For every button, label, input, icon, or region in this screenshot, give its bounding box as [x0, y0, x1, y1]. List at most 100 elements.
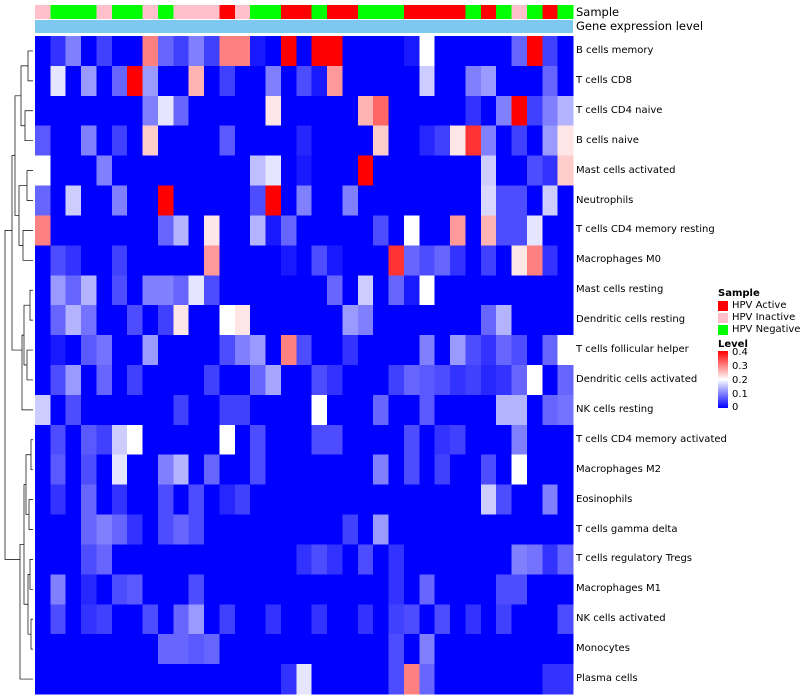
heatmap-cell	[496, 155, 513, 187]
heatmap-cell	[204, 155, 220, 187]
heatmap-cell	[526, 544, 543, 575]
heatmap-cell	[434, 185, 451, 216]
heatmap-cell	[250, 65, 267, 97]
level-legend-title: Level	[718, 339, 748, 350]
heatmap-cell	[50, 604, 67, 635]
heatmap-cell	[250, 394, 267, 426]
heatmap-cell	[357, 634, 374, 665]
heatmap-cell	[403, 664, 420, 695]
heatmap-cell	[480, 36, 497, 67]
heatmap-cell	[142, 65, 159, 97]
heatmap-cell	[542, 335, 559, 366]
heatmap-cell	[296, 604, 313, 635]
heatmap-cell	[65, 125, 82, 157]
heatmap-cell	[403, 424, 420, 456]
heatmap-cell	[342, 215, 359, 246]
heatmap-cell	[480, 394, 497, 426]
heatmap-cell	[526, 185, 543, 216]
heatmap-cell	[234, 424, 251, 456]
heatmap-cell	[280, 454, 297, 486]
heatmap-cell	[35, 424, 51, 456]
heatmap-cell	[96, 604, 113, 635]
heatmap-cell	[450, 65, 466, 97]
heatmap-cell	[50, 454, 67, 486]
heatmap-cell	[496, 335, 513, 366]
sample-legend-title: Sample	[718, 288, 760, 299]
heatmap-cell	[111, 65, 128, 97]
heatmap-cell	[142, 36, 159, 67]
heatmap-cell	[450, 305, 466, 336]
heatmap-cell	[127, 664, 144, 695]
heatmap-cell	[188, 125, 205, 157]
sample-annotation-cell	[465, 5, 482, 19]
heatmap-cell	[188, 514, 205, 545]
heatmap-cell	[219, 125, 236, 157]
heatmap-cell	[65, 394, 82, 426]
heatmap-cell	[526, 155, 543, 187]
heatmap-cell	[173, 245, 190, 276]
heatmap-cell	[81, 454, 97, 486]
sample-annotation-cell	[234, 5, 251, 19]
heatmap-cell	[35, 664, 51, 695]
heatmap-cell	[403, 574, 420, 605]
heatmap-cell	[265, 245, 282, 276]
heatmap-cell	[157, 454, 174, 486]
heatmap-cell	[219, 245, 236, 276]
heatmap-cell	[342, 155, 359, 187]
heatmap-cell	[81, 125, 97, 157]
sample-annotation-cell	[127, 5, 144, 19]
heatmap-cell	[50, 36, 67, 67]
heatmap-cell	[234, 125, 251, 157]
heatmap-cell	[188, 365, 205, 396]
heatmap-cell	[96, 305, 113, 336]
heatmap-cell	[311, 155, 328, 187]
heatmap-cell	[296, 634, 313, 665]
heatmap-cell	[311, 574, 328, 605]
heatmap-cell	[450, 185, 466, 216]
heatmap-cell	[511, 394, 528, 426]
heatmap-cell	[327, 574, 343, 605]
heatmap-cell	[280, 484, 297, 516]
heatmap-cell	[65, 65, 82, 97]
heatmap-cell	[542, 394, 559, 426]
heatmap-cell	[388, 664, 405, 695]
sample-annotation-cell	[35, 5, 51, 19]
heatmap-cell	[465, 514, 482, 545]
heatmap-cell	[111, 36, 128, 67]
heatmap-cell	[511, 245, 528, 276]
heatmap-cell	[311, 275, 328, 306]
heatmap-cell	[142, 484, 159, 516]
heatmap-cell	[81, 215, 97, 246]
heatmap-cell	[465, 604, 482, 635]
heatmap-cell	[204, 544, 220, 575]
heatmap-cell	[204, 275, 220, 306]
heatmap-cell	[81, 185, 97, 216]
heatmap-cell	[450, 514, 466, 545]
heatmap-cell	[250, 424, 267, 456]
heatmap-cell	[50, 185, 67, 216]
heatmap-cell	[173, 185, 190, 216]
heatmap-cell	[434, 664, 451, 695]
heatmap-cell	[219, 95, 236, 127]
heatmap-cell	[296, 365, 313, 396]
heatmap-cell	[234, 664, 251, 695]
heatmap-cell	[96, 335, 113, 366]
heatmap-cell	[373, 125, 390, 157]
heatmap-cell	[496, 275, 513, 306]
heatmap-cell	[188, 95, 205, 127]
heatmap-cell	[542, 125, 559, 157]
sample-annotation-cell	[434, 5, 451, 19]
heatmap-cell	[419, 365, 436, 396]
heatmap-cell	[127, 514, 144, 545]
heatmap-cell	[357, 155, 374, 187]
heatmap-cell	[327, 604, 343, 635]
heatmap-cell	[465, 365, 482, 396]
heatmap-cell	[480, 604, 497, 635]
heatmap-cell	[311, 454, 328, 486]
heatmap-cell	[96, 424, 113, 456]
row-label: B cells naive	[576, 134, 639, 146]
heatmap-cell	[280, 36, 297, 67]
heatmap-cell	[419, 305, 436, 336]
heatmap-cell	[81, 65, 97, 97]
